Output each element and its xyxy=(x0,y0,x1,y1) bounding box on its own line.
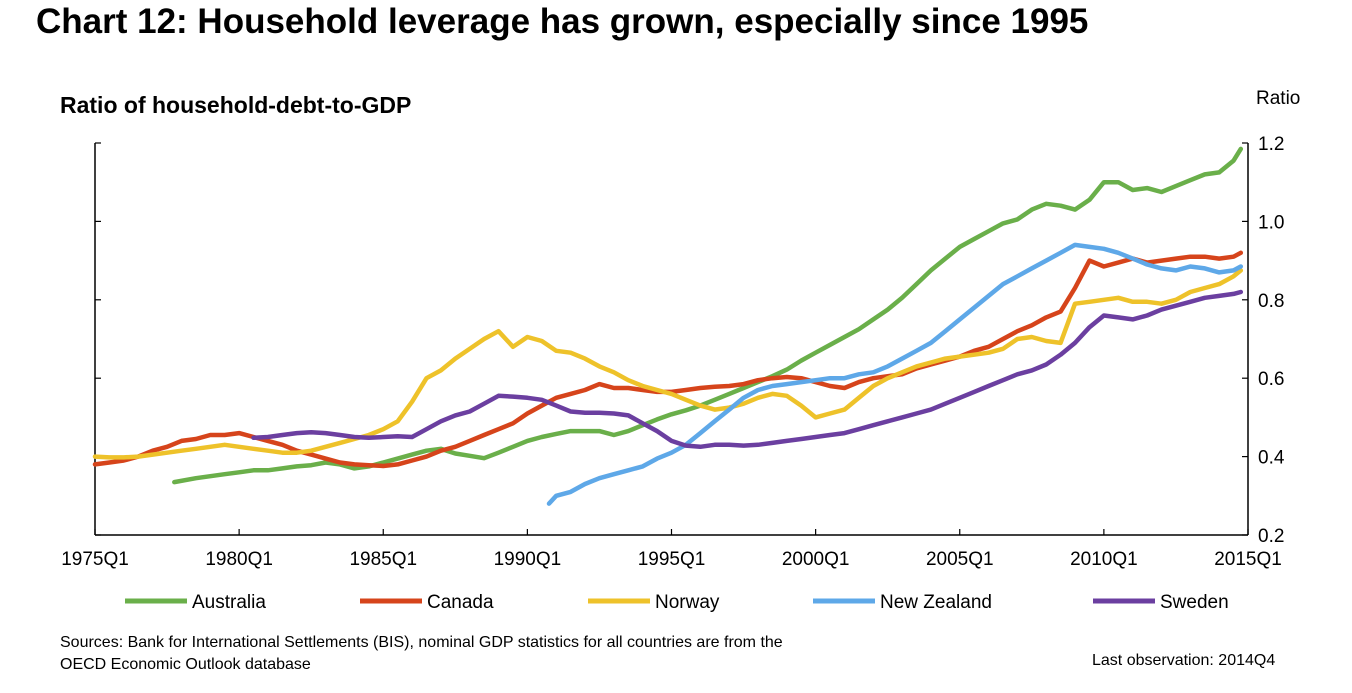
chart-title: Chart 12: Household leverage has grown, … xyxy=(36,2,1089,41)
chart-subtitle: Ratio of household-debt-to-GDP xyxy=(60,92,412,118)
y-tick-label: 1.2 xyxy=(1258,134,1284,155)
chart-axes xyxy=(94,143,1249,536)
y-tick-label: 1.0 xyxy=(1258,212,1284,233)
series-line-sweden xyxy=(251,289,1244,450)
series-line-norway xyxy=(92,268,1244,460)
legend-label-australia: Australia xyxy=(192,592,266,613)
x-tick-label: 1995Q1 xyxy=(638,549,706,570)
x-tick-label: 1985Q1 xyxy=(349,549,417,570)
y-tick-label: 0.4 xyxy=(1258,448,1285,469)
sources-line-1: Sources: Bank for International Settleme… xyxy=(60,634,783,651)
x-tick-label: 2005Q1 xyxy=(926,549,994,570)
series-line-canada xyxy=(92,250,1244,469)
y-axis-unit-label: Ratio xyxy=(1256,88,1301,109)
x-tick-label: 1990Q1 xyxy=(494,549,562,570)
chart-legend: Australia Canada Norway New Zealand Sweden xyxy=(125,592,1229,613)
legend-label-new-zealand: New Zealand xyxy=(880,592,992,613)
y-tick-label: 0.8 xyxy=(1258,291,1284,312)
axis-ticks: 1975Q1 1980Q1 1985Q1 1990Q1 1995Q1 2000Q1 2005… xyxy=(61,134,1285,570)
x-tick-label: 2000Q1 xyxy=(782,549,850,570)
x-tick-label: 1975Q1 xyxy=(61,549,129,570)
series-line-australia xyxy=(172,146,1244,485)
sources-line-2: OECD Economic Outlook database xyxy=(60,656,311,673)
series-line-new-zealand xyxy=(546,242,1244,506)
legend-label-sweden: Sweden xyxy=(1160,592,1229,613)
x-tick-label: 2010Q1 xyxy=(1070,549,1138,570)
x-tick-label: 2015Q1 xyxy=(1214,549,1282,570)
sources-note: Sources: Bank for International Settleme… xyxy=(60,632,880,676)
series-lines xyxy=(92,146,1244,506)
x-tick-label: 1980Q1 xyxy=(205,549,273,570)
last-observation-note: Last observation: 2014Q4 xyxy=(1092,652,1276,669)
y-tick-label: 0.6 xyxy=(1258,369,1284,390)
legend-label-norway: Norway xyxy=(655,592,720,613)
legend-label-canada: Canada xyxy=(427,592,494,613)
y-tick-label: 0.2 xyxy=(1258,526,1284,547)
